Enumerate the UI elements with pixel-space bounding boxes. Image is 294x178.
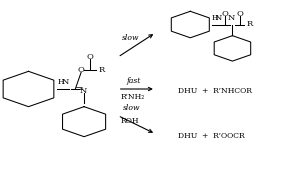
Text: ROH: ROH bbox=[120, 117, 139, 125]
Text: O: O bbox=[78, 66, 85, 74]
Text: slow: slow bbox=[123, 104, 140, 112]
Text: N: N bbox=[62, 78, 69, 86]
Text: H: H bbox=[212, 14, 218, 22]
Text: R’NH₂: R’NH₂ bbox=[121, 93, 145, 101]
Text: O: O bbox=[236, 10, 243, 18]
Text: O: O bbox=[222, 10, 228, 18]
Text: H: H bbox=[58, 78, 65, 86]
Text: O: O bbox=[86, 53, 93, 61]
Text: slow: slow bbox=[122, 34, 139, 42]
Text: N: N bbox=[227, 14, 235, 22]
Text: fast: fast bbox=[127, 77, 141, 85]
Text: DHU  +  R’OOCR: DHU + R’OOCR bbox=[178, 132, 245, 140]
Text: DHU  +  R’NHCOR: DHU + R’NHCOR bbox=[178, 87, 252, 95]
Text: =: = bbox=[75, 85, 83, 94]
Text: N: N bbox=[79, 87, 87, 95]
Text: R: R bbox=[246, 20, 253, 28]
Text: N: N bbox=[215, 14, 222, 22]
Text: R: R bbox=[98, 66, 104, 74]
